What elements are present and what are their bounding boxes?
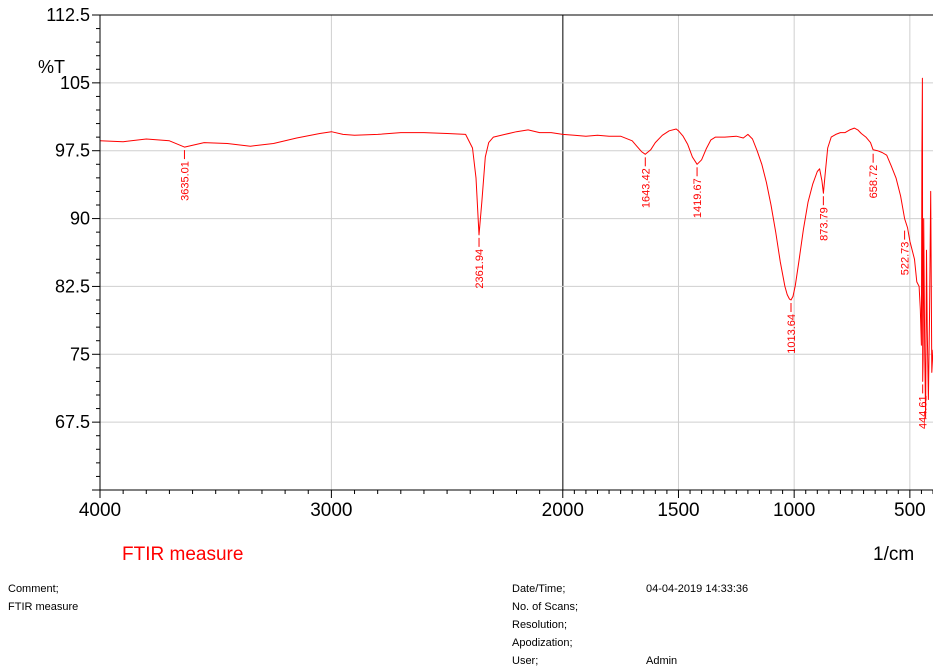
x-tick-label: 500: [894, 500, 926, 521]
info-row-scans: No. of Scans;: [512, 598, 748, 616]
info-row-resolution: Resolution;: [512, 616, 748, 634]
peak-label: 522.73: [900, 242, 912, 276]
info-row-user: User; Admin: [512, 652, 748, 670]
peak-label: 1419.67: [692, 178, 704, 218]
y-tick-label: 67.5: [55, 412, 90, 432]
info-label: No. of Scans;: [512, 601, 579, 613]
x-tick-label: 1000: [773, 500, 815, 521]
comment-label: Comment;: [8, 583, 59, 595]
y-axis-unit-label: %T: [38, 57, 65, 77]
comment-value: FTIR measure: [8, 601, 79, 613]
peak-label: 3635.01: [180, 161, 192, 201]
info-row-apodization: Apodization;: [512, 634, 748, 652]
legend-series-name: FTIR measure: [122, 544, 243, 565]
peak-label: 873.79: [818, 207, 830, 241]
y-tick-label: 112.5: [46, 5, 90, 25]
y-tick-label: 75: [70, 344, 90, 364]
axes: 112.5 105 97.5 90 82.5 75 67.5 4000 3000 2000 1500…: [46, 5, 933, 521]
series-layer: [99, 77, 933, 419]
x-tick-label: 1500: [657, 500, 699, 521]
info-block: Date/Time; 04-04-2019 14:33:36 No. of Sc…: [512, 580, 748, 670]
peak-label: 444.61: [918, 395, 930, 429]
comment-block: Comment; FTIR measure: [8, 580, 78, 616]
peak-labels: 3635.01 2361.94 1643.42 1419.67 1013.64 873.7…: [180, 150, 930, 429]
info-label: Resolution;: [512, 619, 568, 631]
grid: [99, 14, 933, 490]
info-label: User;: [512, 655, 539, 667]
series-line: [99, 77, 933, 419]
x-tick-label: 3000: [310, 500, 352, 521]
y-tick-label: 82.5: [55, 276, 90, 296]
info-row-datetime: Date/Time; 04-04-2019 14:33:36: [512, 580, 748, 598]
y-tick-label: 105: [60, 73, 90, 93]
info-value: 04-04-2019 14:33:36: [646, 583, 749, 595]
info-label: Date/Time;: [512, 583, 566, 595]
y-tick-label: 90: [70, 209, 90, 229]
info-value: Admin: [646, 655, 678, 667]
x-tick-label: 4000: [79, 500, 121, 521]
peak-label: 1013.64: [786, 314, 798, 354]
peak-label: 2361.94: [474, 249, 486, 289]
peak-label: 1643.42: [640, 168, 652, 208]
x-tick-label: 2000: [542, 500, 584, 521]
ftir-chart: 3635.01 2361.94 1643.42 1419.67 1013.64 873.7…: [38, 5, 933, 565]
peak-label: 658.72: [868, 165, 880, 199]
info-label: Apodization;: [512, 637, 573, 649]
y-tick-label: 97.5: [55, 141, 90, 161]
x-axis-unit-label: 1/cm: [873, 544, 914, 565]
plot-area: [100, 15, 933, 490]
